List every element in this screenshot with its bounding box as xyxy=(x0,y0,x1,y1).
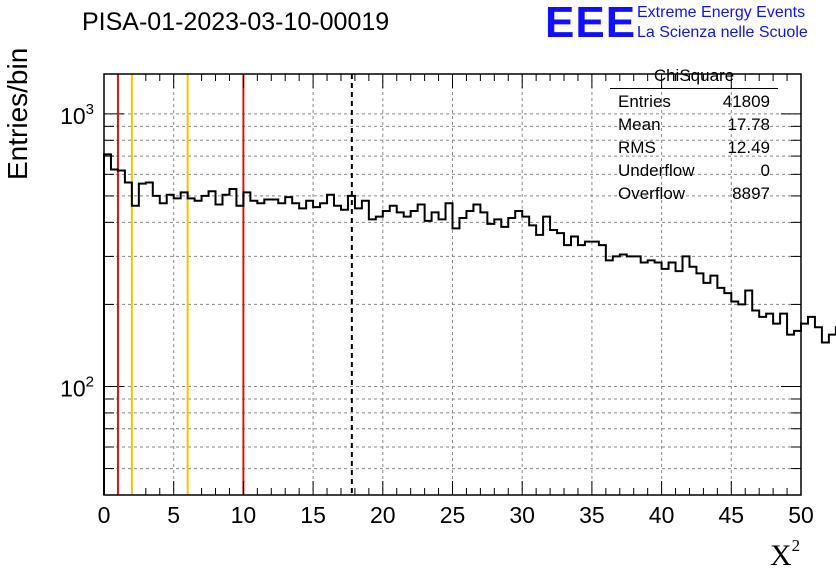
stats-box: ChiSquare Entries 41809 Mean 17.78 RMS 12.4… xyxy=(610,66,778,205)
stats-value: 17.78 xyxy=(727,115,770,134)
y-tick-label: 102 xyxy=(60,373,94,401)
y-axis-ticks: 102 103 xyxy=(60,101,94,402)
reference-lines xyxy=(116,74,353,495)
stats-label: Underflow xyxy=(618,161,695,180)
x-tick-label: 5 xyxy=(167,502,180,528)
x-tick-label: 30 xyxy=(509,502,535,528)
x-tick-label: 35 xyxy=(579,502,605,528)
stats-row: Overflow 8897 xyxy=(610,182,778,205)
x-axis-label-exponent: 2 xyxy=(791,536,801,555)
stats-value: 8897 xyxy=(732,184,770,203)
stats-label: Mean xyxy=(618,115,661,134)
stats-row: RMS 12.49 xyxy=(610,136,778,159)
x-axis-ticks: 0 5 10 15 20 25 30 35 40 45 50 xyxy=(98,74,814,528)
x-tick-label: 25 xyxy=(440,502,466,528)
stats-row: Mean 17.78 xyxy=(610,113,778,136)
histogram-series xyxy=(103,153,836,495)
x-tick-label: 20 xyxy=(370,502,396,528)
eee-logo: EEE Extreme Energy Events La Scienza nel… xyxy=(545,0,835,48)
chart-title: PISA-01-2023-03-10-00019 xyxy=(82,8,390,36)
x-tick-label: 45 xyxy=(719,502,745,528)
stats-label: RMS xyxy=(618,138,656,157)
x-tick-label: 10 xyxy=(231,502,257,528)
x-tick-label: 50 xyxy=(788,502,814,528)
x-tick-label: 15 xyxy=(300,502,326,528)
eee-logo-mark: EEE xyxy=(545,0,637,47)
x-tick-label: 40 xyxy=(649,502,675,528)
stats-label: Overflow xyxy=(618,184,686,203)
stats-value: 41809 xyxy=(722,92,770,111)
stats-value: 12.49 xyxy=(727,138,770,157)
stats-label: Entries xyxy=(618,92,671,111)
logo-subtitle-2: La Scienza nelle Scuole xyxy=(637,24,808,41)
y-tick-label: 103 xyxy=(60,101,94,129)
x-axis-label-base: X xyxy=(770,539,792,572)
x-tick-label: 0 xyxy=(98,502,111,528)
logo-subtitle-1: Extreme Energy Events xyxy=(637,4,806,21)
x-axis-label: X2 xyxy=(770,536,800,573)
stats-title: ChiSquare xyxy=(610,66,778,89)
stats-row: Underflow 0 xyxy=(610,159,778,182)
stats-value: 0 xyxy=(760,161,770,180)
y-axis-label: Entries/bin xyxy=(2,47,33,180)
minor-ticks xyxy=(104,74,801,496)
stats-row: Entries 41809 xyxy=(610,90,778,113)
